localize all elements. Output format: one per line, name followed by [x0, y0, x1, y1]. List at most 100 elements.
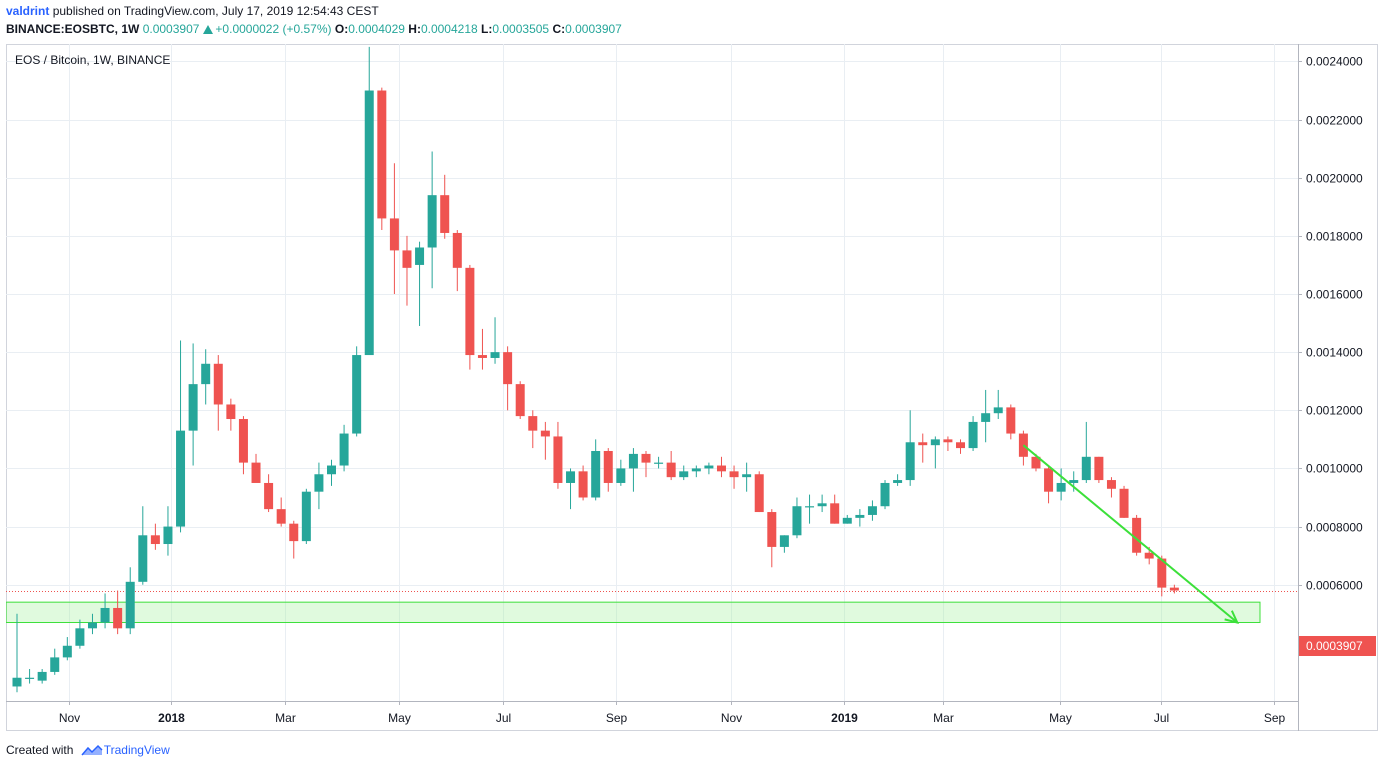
y-tick-label: 0.0024000	[1306, 55, 1363, 69]
x-tick-label: May	[388, 711, 411, 725]
candle-body	[805, 506, 815, 508]
candle-body	[352, 355, 362, 434]
x-tick-label: Nov	[59, 711, 80, 725]
candle-body	[301, 491, 311, 542]
x-tick-label: Jul	[1154, 711, 1169, 725]
x-tick-label: Mar	[275, 711, 296, 725]
y-tick-label: 0.0014000	[1306, 346, 1363, 360]
chart-frame[interactable]: 0.0024000 0.0022000 0.0020000 0.0018000 0.00…	[6, 44, 1378, 731]
candle-body	[666, 462, 676, 478]
candle-body	[276, 509, 286, 524]
candle-body	[213, 363, 223, 405]
candle-body	[389, 218, 399, 251]
current-price-tag	[1299, 636, 1376, 656]
low-label: L:	[481, 22, 493, 36]
candle-body	[867, 506, 877, 515]
candle-body	[1144, 552, 1154, 559]
candle-body	[729, 471, 739, 478]
trend-arrow-line	[1022, 444, 1238, 624]
candle-body	[553, 436, 563, 483]
candle-body	[691, 468, 701, 472]
candle-body	[993, 407, 1003, 414]
price-chart[interactable]: 0.0024000 0.0022000 0.0020000 0.0018000 0.00…	[6, 44, 1378, 731]
candle-body	[452, 232, 462, 268]
candle-body	[830, 503, 840, 524]
candle-body	[163, 526, 173, 545]
candle-body	[943, 439, 953, 443]
candle-body	[880, 482, 890, 507]
candle-body	[792, 506, 802, 536]
candle-body	[968, 421, 978, 449]
candle-body	[679, 471, 689, 478]
candle-body	[1056, 482, 1066, 492]
candle-body	[465, 267, 475, 356]
candle-body	[314, 474, 324, 492]
candle-body	[566, 471, 576, 483]
publish-info: valdrint published on TradingView.com, J…	[6, 4, 379, 18]
current-price-label: 0.0003907	[1306, 639, 1363, 653]
candle-body	[201, 363, 211, 385]
y-tick-label: 0.0006000	[1306, 579, 1363, 593]
tradingview-brand[interactable]: TradingView	[103, 743, 170, 757]
candle-body	[918, 442, 928, 446]
y-tick-label: 0.0018000	[1306, 230, 1363, 244]
y-tick-label: 0.0010000	[1306, 462, 1363, 476]
y-tick-label: 0.0022000	[1306, 114, 1363, 128]
close-label: C:	[552, 22, 566, 36]
candle-body	[188, 384, 198, 431]
candle-body	[100, 607, 110, 623]
low-value: 0.0003505	[492, 22, 550, 36]
close-value: 0.0003907	[565, 22, 622, 36]
candle-body	[742, 474, 752, 478]
candle-body	[25, 677, 35, 679]
support-zone	[6, 601, 1261, 624]
candle-body	[855, 514, 865, 518]
y-tick-label: 0.0016000	[1306, 288, 1363, 302]
candle-body	[440, 195, 450, 233]
candle-body	[113, 607, 123, 629]
candle-body	[503, 352, 513, 385]
candle-body	[591, 450, 601, 498]
candle-body	[138, 535, 148, 582]
x-tick-label: Nov	[721, 711, 742, 725]
candle-body	[1069, 480, 1079, 483]
candle-body	[490, 352, 500, 358]
candle-body	[893, 480, 903, 483]
candle-body	[654, 462, 664, 464]
candle-body	[616, 468, 626, 483]
y-tick-label: 0.0020000	[1306, 172, 1363, 186]
candle-body	[251, 462, 261, 483]
candle-body	[704, 465, 714, 469]
candle-body	[12, 677, 22, 687]
candle-body	[1031, 456, 1041, 469]
candle-body	[767, 512, 777, 547]
candle-body	[125, 581, 135, 629]
candle-body	[981, 413, 991, 422]
chart-border	[6, 44, 1378, 731]
chart-title: EOS / Bitcoin, 1W, BINANCE	[15, 53, 170, 67]
candle-body	[427, 195, 437, 248]
author-name[interactable]: valdrint	[6, 4, 50, 18]
up-triangle-icon	[203, 25, 214, 34]
candle-body	[641, 453, 651, 463]
x-tick-label: Sep	[1264, 711, 1286, 725]
candle-body	[842, 517, 852, 524]
candle-body	[150, 535, 160, 545]
candle-body	[1006, 407, 1016, 434]
candle-body	[1132, 517, 1142, 553]
candle-body	[1106, 480, 1116, 489]
publish-text: published on TradingView.com, July 17, 2…	[52, 4, 379, 18]
y-tick-label: 0.0008000	[1306, 521, 1363, 535]
x-tick-label: May	[1049, 711, 1072, 725]
candle-body	[176, 430, 186, 527]
candle-body	[226, 404, 236, 420]
candle-body	[238, 419, 248, 463]
high-value: 0.0004218	[420, 22, 478, 36]
open-label: O:	[334, 22, 349, 36]
candle-body	[930, 439, 940, 446]
last-price: 0.0003907	[142, 22, 200, 36]
x-tick-label: Jul	[496, 711, 511, 725]
candle-body	[37, 671, 47, 681]
candle-body	[1157, 558, 1167, 588]
high-label: H:	[408, 22, 421, 36]
